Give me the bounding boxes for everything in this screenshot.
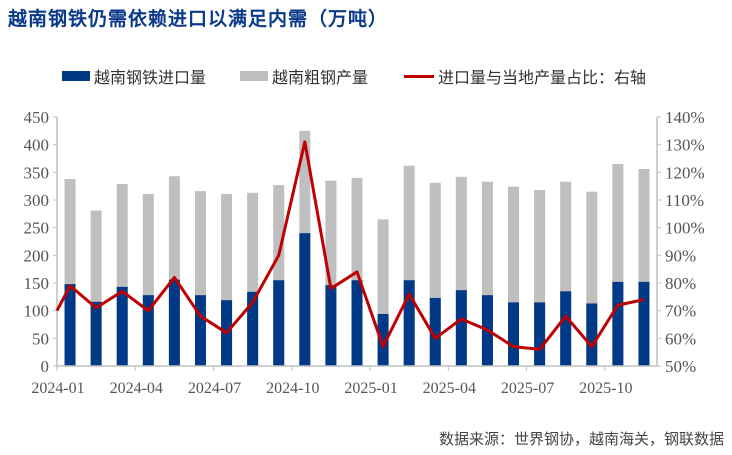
production-bar	[429, 182, 441, 366]
left-tick-label: 300	[24, 191, 50, 210]
right-tick-label: 120%	[665, 163, 705, 182]
production-bar	[221, 193, 233, 366]
x-axis: 2024-01 2024-04 2024-07 2024-10 2025-01 2025-…	[31, 365, 657, 397]
imports-bar	[273, 280, 285, 366]
legend-label-ratio: 进口量与当地产量占比：右轴	[438, 68, 647, 87]
chart-title: 越南钢铁仍需依赖进口以满足内需（万吨）	[8, 8, 389, 30]
x-tick-label: 2025-10	[579, 380, 632, 397]
imports-bar	[403, 280, 415, 366]
production-bar	[194, 191, 206, 366]
imports-bar	[194, 295, 206, 366]
imports-bar	[534, 302, 546, 366]
right-tick-label: 70%	[665, 302, 696, 321]
production-bar	[90, 210, 102, 366]
legend-swatch-imports	[62, 71, 90, 81]
production-bar	[403, 165, 415, 366]
production-bar	[638, 169, 650, 366]
left-y-axis: 0 50 100 150 200 250 300 350 400 450	[24, 108, 58, 376]
legend-label-production: 越南粗钢产量	[272, 68, 369, 87]
imports-bar	[455, 290, 467, 366]
imports-bar	[351, 280, 363, 366]
data-source: 数据来源：世界钢协，越南海关，钢联数据	[438, 430, 724, 448]
production-bar	[273, 185, 285, 366]
production-bar	[142, 193, 154, 366]
imports-bar	[586, 303, 598, 366]
imports-bar	[508, 302, 520, 366]
x-tick-label: 2025-07	[501, 380, 554, 397]
right-tick-label: 60%	[665, 329, 696, 348]
production-bar	[377, 219, 389, 366]
legend-item-production: 越南粗钢产量	[240, 64, 368, 88]
production-bar	[455, 176, 467, 366]
left-tick-label: 250	[24, 219, 50, 238]
x-tick-label: 2024-01	[31, 380, 84, 397]
left-tick-label: 450	[24, 108, 50, 127]
imports-bar	[247, 291, 259, 366]
production-bar	[168, 176, 180, 366]
production-bar	[612, 164, 624, 366]
right-tick-label: 100%	[665, 219, 705, 238]
left-tick-label: 100	[24, 302, 50, 321]
imports-bar	[142, 295, 154, 366]
x-tick-label: 2024-07	[188, 380, 241, 397]
x-tick-label: 2024-04	[110, 380, 163, 397]
right-tick-label: 130%	[665, 136, 705, 155]
x-tick-label: 2025-04	[423, 380, 476, 397]
right-y-axis: 50% 60% 70% 80% 90% 100% 110% 120% 130% 140%	[656, 108, 705, 376]
production-bar	[586, 191, 598, 366]
imports-bar	[612, 281, 624, 366]
production-bar	[64, 178, 76, 366]
imports-bar	[377, 313, 389, 366]
right-tick-label: 50%	[665, 357, 696, 376]
right-tick-label: 110%	[665, 191, 704, 210]
imports-bar	[638, 281, 650, 366]
production-bar	[534, 190, 546, 366]
chart-legend: 越南钢铁进口量 越南粗钢产量 进口量与当地产量占比：右轴	[0, 64, 732, 90]
left-tick-label: 0	[41, 357, 50, 376]
left-tick-label: 400	[24, 136, 50, 155]
production-bar	[560, 181, 572, 366]
ratio-line	[55, 140, 645, 351]
production-bar	[508, 186, 520, 366]
x-tick-label: 2025-01	[344, 380, 397, 397]
imports-bar	[560, 291, 572, 366]
ratio-polyline	[55, 140, 645, 351]
imports-bar	[299, 233, 311, 366]
production-bar	[481, 181, 493, 366]
right-tick-label: 80%	[665, 274, 696, 293]
imports-bar	[64, 284, 76, 366]
left-tick-label: 350	[24, 163, 50, 182]
legend-swatch-production	[240, 71, 268, 81]
imports-bar	[90, 301, 102, 366]
imports-bar	[429, 297, 441, 366]
left-tick-label: 50	[32, 329, 49, 348]
imports-bar	[168, 279, 180, 366]
legend-label-imports: 越南钢铁进口量	[94, 68, 207, 87]
left-tick-label: 150	[24, 274, 50, 293]
legend-item-imports: 越南钢铁进口量	[62, 64, 206, 88]
imports-bar	[116, 286, 128, 366]
production-bar	[116, 183, 128, 366]
legend-item-ratio: 进口量与当地产量占比：右轴	[404, 64, 646, 88]
production-bar	[247, 192, 259, 366]
imports-bar	[325, 285, 337, 366]
x-tick-label: 2024-10	[266, 380, 319, 397]
bars	[64, 130, 650, 366]
legend-swatch-ratio	[404, 74, 434, 78]
right-tick-label: 140%	[665, 108, 705, 127]
chart-plot: 0 50 100 150 200 250 300 350 400 450 50% 60% 70% 80%…	[24, 108, 705, 397]
production-bar	[325, 180, 337, 366]
right-tick-label: 90%	[665, 246, 696, 265]
left-tick-label: 200	[24, 246, 50, 265]
